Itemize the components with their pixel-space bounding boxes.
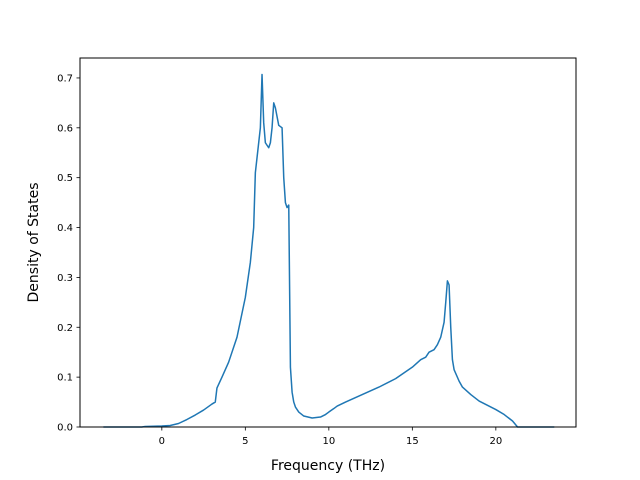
y-tick-label: 0.7: [57, 73, 73, 84]
y-tick-label: 0.0: [57, 423, 73, 434]
y-tick-label: 0.2: [57, 323, 73, 334]
x-tick-label: 5: [242, 436, 248, 447]
y-tick-label: 0.1: [57, 373, 73, 384]
y-axis-ticks: 0.0 0.1 0.2 0.3 0.4 0.5 0.6 0.7: [57, 73, 80, 434]
series-layer: [103, 73, 555, 428]
x-axis-label: Frequency (THz): [271, 458, 385, 474]
plot-background: [80, 58, 576, 427]
x-tick-label: 0: [159, 436, 165, 447]
y-tick-label: 0.5: [57, 173, 73, 184]
x-tick-label: 15: [406, 436, 419, 447]
plot-frame: [79, 57, 577, 428]
x-tick-label: 10: [322, 436, 335, 447]
y-axis-label: Density of States: [26, 183, 42, 303]
y-tick-label: 0.4: [57, 223, 73, 234]
x-axis-ticks: 0 5 10 15 20: [159, 427, 502, 447]
y-tick-label: 0.3: [57, 273, 73, 284]
y-tick-label: 0.6: [57, 123, 73, 134]
dos-series-line-0: [103, 73, 555, 428]
x-tick-label: 20: [489, 436, 502, 447]
